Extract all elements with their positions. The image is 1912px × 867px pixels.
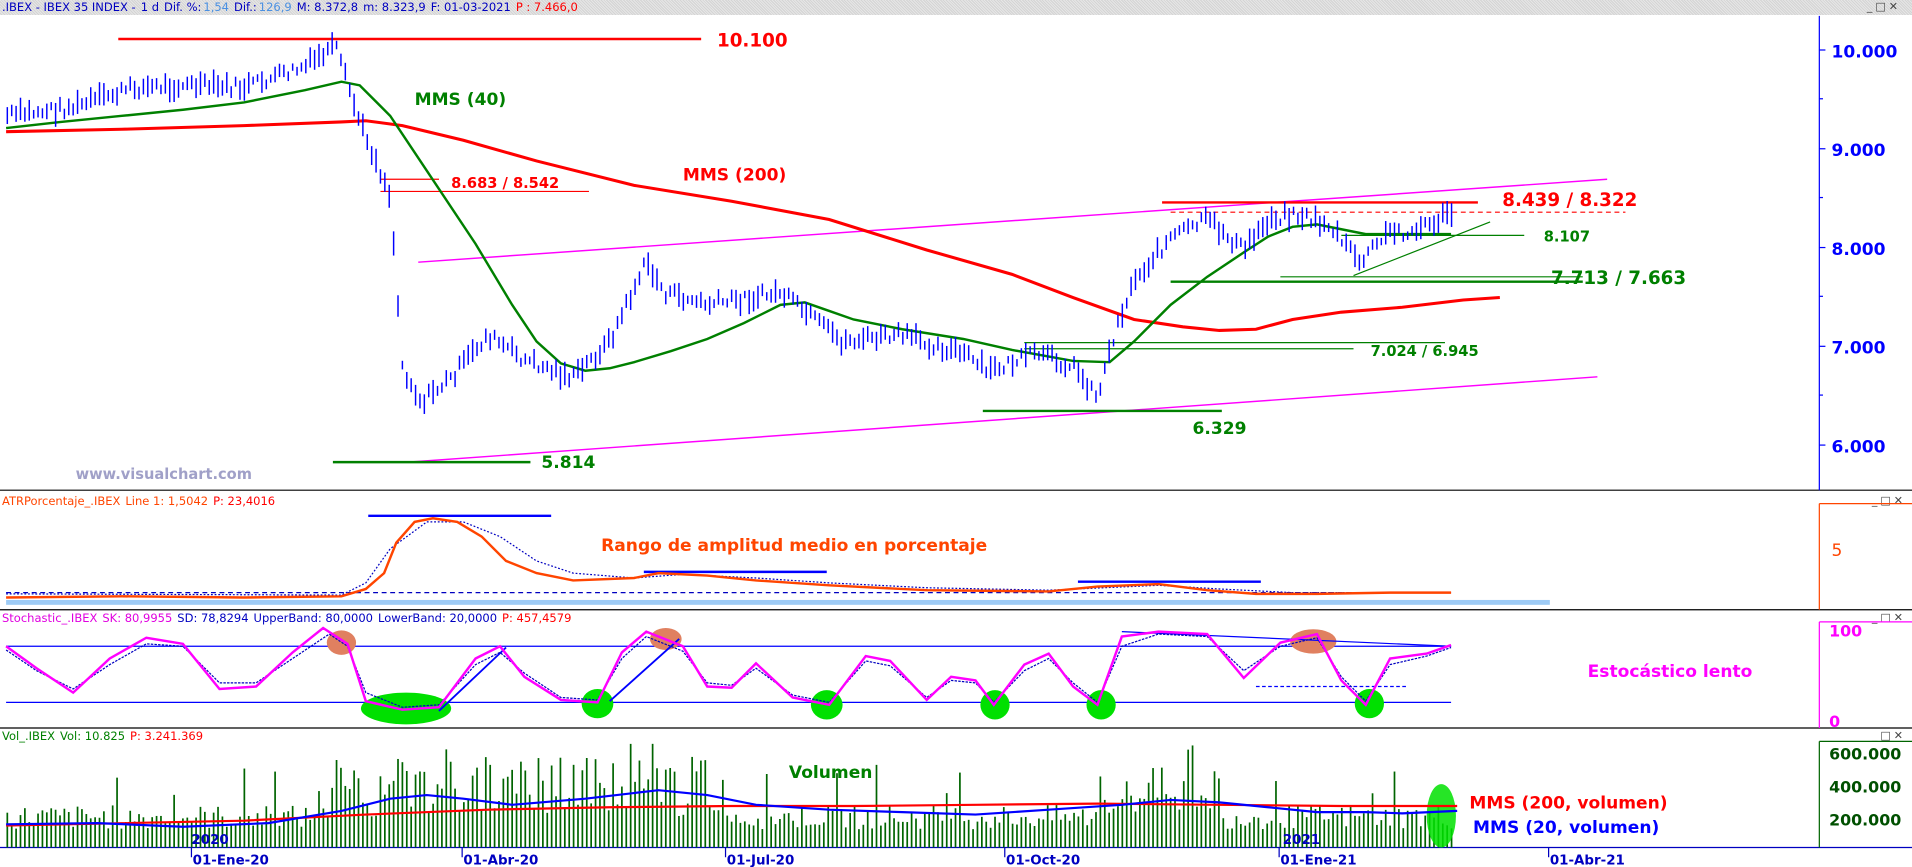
stoch-header: Stochastic_.IBEX SK: 80,9955 SD: 78,8294 Up… (0, 611, 576, 625)
svg-text:600.000: 600.000 (1829, 745, 1901, 764)
label-7713: 7.713 / 7.663 (1551, 268, 1686, 289)
label-mms40: MMS (40) (415, 90, 507, 110)
atr-pane: Rango de amplitud medio en porcentaje (6, 514, 1550, 605)
stoch-name: Stochastic_.IBEX (2, 611, 98, 625)
stoch-pane: Estocástico lento (5, 626, 1753, 725)
label-7024: 7.024 / 6.945 (1371, 343, 1479, 360)
stoch-lower: LowerBand: 20,0000 (377, 611, 498, 625)
svg-text:400.000: 400.000 (1829, 778, 1901, 797)
x-label-abr21: 01-Abr-21 (1550, 854, 1625, 867)
svg-text:0: 0 (1829, 712, 1840, 731)
volume-pane: Volumen MMS (200, volumen) MMS (20, volu… (6, 743, 1668, 848)
window-buttons[interactable]: _□✕ (1866, 0, 1901, 13)
x-label-jul20: 01-Jul-20 (727, 854, 795, 867)
stoch-sk: SK: 80,9955 (102, 611, 173, 625)
label-5814: 5.814 (541, 453, 595, 473)
label-10100: 10.100 (717, 30, 788, 51)
svg-text:100: 100 (1829, 622, 1862, 641)
svg-text:9.000: 9.000 (1832, 141, 1886, 161)
min-value: m: 8.323,9 (363, 0, 426, 14)
vol-value: Vol: 10.825 (60, 729, 126, 743)
label-6329: 6.329 (1193, 419, 1247, 439)
label-8107: 8.107 (1544, 228, 1590, 245)
price-bars (6, 32, 1453, 414)
year-2020: 2020 (191, 833, 228, 848)
price-axis: 10.000 9.000 8.000 7.000 6.000 (1818, 15, 1898, 491)
vol-title: Volumen (789, 763, 872, 783)
vol-mms20-label: MMS (20, volumen) (1473, 818, 1659, 838)
vol-header: Vol_.IBEX Vol: 10.825 P: 3.241.369 (0, 729, 208, 743)
date-value: F: 01-03-2021 (430, 0, 511, 14)
svg-text:200.000: 200.000 (1829, 811, 1901, 830)
svg-text:7.000: 7.000 (1832, 339, 1886, 359)
svg-text:6.000: 6.000 (1832, 437, 1886, 457)
x-label-abr20: 01-Abr-20 (463, 854, 538, 867)
watermark: www.visualchart.com (76, 466, 252, 483)
svg-text:5: 5 (1832, 541, 1843, 561)
stoch-upper: UpperBand: 80,0000 (253, 611, 373, 625)
stoch-p: P: 457,4579 (502, 611, 572, 625)
volume-axis: 600.000 400.000 200.000 (1818, 740, 1912, 848)
label-mms200: MMS (200) (683, 165, 786, 185)
price-pane: 10.100 MMS (40) MMS (200) 8.683 / 8.542 … (5, 30, 1686, 483)
atr-p-value: P: 23,4016 (213, 494, 276, 508)
stoch-title: Estocástico lento (1588, 662, 1753, 682)
vol-p: P: 3.241.369 (130, 729, 204, 743)
stoch-window-buttons[interactable]: _□✕ (1871, 611, 1906, 624)
atr-name: ATRPorcentaje_.IBEX (2, 494, 121, 508)
dif-label: Dif.: (233, 0, 257, 14)
stoch-axis: 100 0 (1818, 621, 1912, 731)
vol-window-buttons[interactable]: _□✕ (1871, 729, 1906, 742)
p-value: P : 7.466,0 (515, 0, 578, 14)
max-value: M: 8.372,8 (296, 0, 359, 14)
label-8683: 8.683 / 8.542 (451, 175, 559, 192)
dif-pct-label: Dif. %: (164, 0, 202, 14)
timeframe-label: 1 d (140, 0, 159, 14)
vol-name: Vol_.IBEX (2, 729, 56, 743)
x-label-ene20: 01-Ene-20 (193, 854, 269, 867)
x-label-oct20: 01-Oct-20 (1006, 854, 1080, 867)
symbol-label: .IBEX - IBEX 35 INDEX - (2, 0, 136, 14)
date-axis: 01-Ene-20 01-Abr-20 01-Jul-20 01-Oct-20 … (190, 847, 1625, 867)
vol-mms200-label: MMS (200, volumen) (1469, 793, 1667, 813)
svg-text:8.000: 8.000 (1832, 240, 1886, 260)
dif-value: 126,9 (258, 0, 292, 14)
atr-axis: 5 (1818, 503, 1912, 610)
label-8439: 8.439 / 8.322 (1502, 190, 1637, 211)
x-label-ene21: 01-Ene-21 (1280, 854, 1356, 867)
svg-text:10.000: 10.000 (1832, 42, 1898, 62)
atr-line-value: Line 1: 1,5042 (125, 494, 209, 508)
stoch-sd: SD: 78,8294 (177, 611, 249, 625)
dif-pct-value: 1,54 (203, 0, 229, 14)
atr-title: Rango de amplitud medio en porcentaje (601, 536, 987, 556)
atr-header: ATRPorcentaje_.IBEX Line 1: 1,5042 P: 23,4… (0, 494, 280, 508)
main-chart-header: .IBEX - IBEX 35 INDEX - 1 d Dif. %: 1,54 Dif… (0, 0, 1912, 15)
year-2021: 2021 (1283, 833, 1320, 848)
